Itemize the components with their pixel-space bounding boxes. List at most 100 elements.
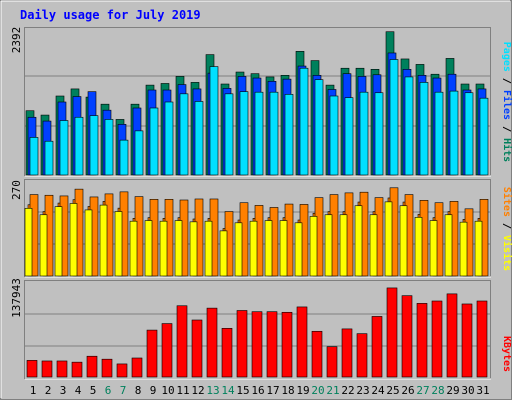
visits-bar bbox=[399, 205, 408, 277]
day-label: 25 bbox=[386, 384, 399, 397]
kbytes-bar bbox=[116, 363, 128, 378]
visits-bar bbox=[444, 214, 453, 277]
kbytes-bar bbox=[131, 357, 143, 378]
visits-bar bbox=[219, 230, 228, 277]
kbytes-panel-ylabel: KBytes bbox=[501, 336, 512, 372]
kbytes-bar bbox=[236, 310, 248, 378]
visits-bar bbox=[279, 220, 288, 277]
pages-bar bbox=[254, 91, 264, 176]
hits-panel: 2392 Pages / Files / Hits bbox=[10, 27, 512, 177]
kbytes-bar bbox=[311, 330, 323, 378]
pages-bar bbox=[299, 67, 309, 176]
visits-bar bbox=[189, 221, 198, 277]
pages-bar bbox=[464, 92, 474, 176]
visits-bar bbox=[459, 221, 468, 277]
visits-bar bbox=[144, 220, 153, 277]
pages-bar bbox=[389, 59, 399, 176]
visits-bar bbox=[24, 208, 33, 277]
visits-bar bbox=[339, 214, 348, 277]
hits-panel-ylabel-text: Pages / Files / Hits bbox=[501, 42, 512, 162]
ylabel-hits: Hits bbox=[501, 138, 512, 162]
pages-bar bbox=[134, 130, 144, 176]
day-label: 28 bbox=[431, 384, 444, 397]
ylabel-sep: / bbox=[501, 120, 512, 138]
visits-panel-ymax: 270 bbox=[10, 180, 23, 200]
day-label: 2 bbox=[45, 384, 52, 397]
kbytes-bar bbox=[221, 328, 233, 378]
day-label: 8 bbox=[135, 384, 142, 397]
visits-panel: 270 Sites / Visits bbox=[10, 179, 512, 278]
ylabel-sep: / bbox=[501, 217, 512, 235]
kbytes-bar bbox=[401, 295, 413, 378]
kbytes-bar bbox=[431, 300, 443, 378]
kbytes-bar bbox=[266, 311, 278, 378]
visits-bar bbox=[429, 220, 438, 277]
pages-bar bbox=[149, 107, 159, 176]
pages-bar bbox=[29, 137, 39, 176]
visits-bar bbox=[384, 201, 393, 277]
kbytes-bar bbox=[476, 300, 488, 378]
pages-bar bbox=[314, 79, 324, 176]
day-label: 30 bbox=[461, 384, 474, 397]
visits-bar bbox=[99, 204, 108, 277]
day-label: 20 bbox=[311, 384, 324, 397]
visits-bar bbox=[354, 205, 363, 277]
pages-bar bbox=[44, 140, 54, 176]
day-label: 3 bbox=[60, 384, 67, 397]
kbytes-bar bbox=[416, 303, 428, 378]
visits-bar bbox=[129, 220, 138, 277]
kbytes-bar bbox=[461, 303, 473, 378]
visits-bar bbox=[264, 220, 273, 277]
kbytes-bar bbox=[296, 306, 308, 378]
visits-bar bbox=[84, 209, 93, 277]
kbytes-bar bbox=[26, 360, 38, 378]
day-label: 16 bbox=[251, 384, 264, 397]
kbytes-bar bbox=[356, 333, 368, 378]
pages-bar bbox=[359, 91, 369, 176]
kbytes-bar bbox=[206, 307, 218, 378]
kbytes-panel: 137943 KBytes bbox=[10, 278, 512, 380]
chart-title: Daily usage for July 2019 bbox=[20, 8, 201, 22]
ylabel-pages: Pages bbox=[501, 42, 512, 72]
visits-bar bbox=[414, 217, 423, 277]
visits-bar bbox=[114, 211, 123, 277]
hits-bars bbox=[25, 31, 489, 176]
visits-bars bbox=[24, 187, 489, 277]
visits-bar bbox=[294, 222, 303, 277]
ylabel-sites: Sites bbox=[501, 187, 512, 217]
pages-bar bbox=[329, 95, 339, 176]
kbytes-bar bbox=[41, 360, 53, 378]
day-label: 11 bbox=[176, 384, 189, 397]
visits-bar bbox=[174, 220, 183, 277]
kbytes-bars bbox=[26, 287, 488, 378]
kbytes-bar bbox=[386, 287, 398, 378]
kbytes-panel-ymax: 137943 bbox=[10, 278, 23, 318]
pages-bar bbox=[179, 93, 189, 176]
ylabel-kbytes: KBytes bbox=[501, 336, 512, 372]
ylabel-files: Files bbox=[501, 90, 512, 120]
hits-panel-ylabel: Pages / Files / Hits bbox=[501, 42, 512, 162]
visits-bar bbox=[369, 214, 378, 277]
day-label: 22 bbox=[341, 384, 354, 397]
hits-panel-ymax: 2392 bbox=[10, 27, 23, 54]
visits-panel-ylabel-text: Sites / Visits bbox=[501, 187, 512, 271]
visits-panel-ylabel: Sites / Visits bbox=[501, 187, 512, 271]
day-label: 12 bbox=[191, 384, 204, 397]
pages-bar bbox=[224, 93, 234, 176]
day-label: 15 bbox=[236, 384, 249, 397]
pages-bar bbox=[479, 97, 489, 176]
pages-bar bbox=[239, 91, 249, 176]
kbytes-bar bbox=[146, 329, 158, 378]
day-label: 1 bbox=[30, 384, 37, 397]
kbytes-bar bbox=[161, 323, 173, 378]
pages-bar bbox=[269, 91, 279, 176]
day-label: 24 bbox=[371, 384, 385, 397]
day-label: 13 bbox=[206, 384, 219, 397]
day-label: 10 bbox=[161, 384, 174, 397]
kbytes-bar bbox=[341, 328, 353, 378]
kbytes-bar bbox=[281, 311, 293, 378]
kbytes-bar bbox=[86, 355, 98, 378]
day-label: 5 bbox=[90, 384, 97, 397]
visits-bar bbox=[204, 220, 213, 277]
